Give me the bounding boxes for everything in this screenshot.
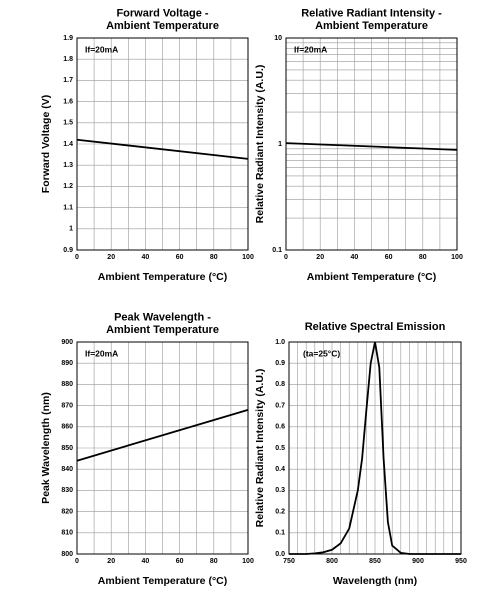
chart-title: Relative Spectral Emission xyxy=(305,321,446,333)
y-axis-label: Forward Voltage (V) xyxy=(40,95,52,193)
plot-frame xyxy=(76,341,249,555)
x-tick-label: 60 xyxy=(176,558,184,565)
x-axis-label: Ambient Temperature (°C) xyxy=(98,575,227,587)
y-tick-label: 1.6 xyxy=(63,98,73,105)
y-tick-label: 0.7 xyxy=(275,402,285,409)
y-tick-label: 1 xyxy=(69,226,73,233)
y-tick-label: 0.9 xyxy=(63,247,73,254)
y-tick-label: 810 xyxy=(61,530,73,537)
x-tick-label: 0 xyxy=(75,254,79,261)
y-tick-label: 1.2 xyxy=(63,183,73,190)
x-tick-label: 100 xyxy=(242,254,254,261)
y-tick-label: 0.6 xyxy=(275,424,285,431)
y-tick-label: 1 xyxy=(278,141,282,148)
y-tick-label: 0.9 xyxy=(275,360,285,367)
chart-title: Relative Radiant Intensity - xyxy=(301,7,442,19)
y-tick-label: 1.5 xyxy=(63,120,73,127)
y-tick-label: 820 xyxy=(61,508,73,515)
x-tick-label: 60 xyxy=(385,254,393,261)
x-axis-label: Ambient Temperature (°C) xyxy=(98,271,227,283)
x-tick-label: 800 xyxy=(326,558,338,565)
x-tick-label: 80 xyxy=(210,558,218,565)
data-line xyxy=(289,341,461,555)
y-tick-label: 1.4 xyxy=(63,141,73,148)
plot-frame xyxy=(76,37,249,251)
y-tick-label: 840 xyxy=(61,466,73,473)
chart-title: Peak Wavelength - xyxy=(114,311,211,323)
x-axis-label: Wavelength (nm) xyxy=(333,575,417,587)
x-tick-label: 900 xyxy=(412,558,424,565)
data-line xyxy=(76,408,249,462)
y-axis-label: Relative Radiant Intensity (A.U.) xyxy=(254,65,266,224)
x-tick-label: 40 xyxy=(351,254,359,261)
chart-title: Ambient Temperature xyxy=(315,20,428,32)
y-tick-label: 10 xyxy=(274,35,282,42)
x-tick-label: 0 xyxy=(284,254,288,261)
x-tick-label: 60 xyxy=(176,254,184,261)
y-tick-label: 0.2 xyxy=(275,508,285,515)
x-tick-label: 20 xyxy=(107,254,115,261)
x-axis-label: Ambient Temperature (°C) xyxy=(307,271,436,283)
annotation: If=20mA xyxy=(85,348,118,358)
y-tick-label: 0.5 xyxy=(275,445,285,452)
chart-title: Ambient Temperature xyxy=(106,20,219,32)
y-tick-label: 830 xyxy=(61,487,73,494)
x-tick-label: 20 xyxy=(316,254,324,261)
y-tick-label: 0.8 xyxy=(275,381,285,388)
annotation: (ta=25°C) xyxy=(303,348,340,358)
y-tick-label: 1.0 xyxy=(275,339,285,346)
y-tick-label: 1.8 xyxy=(63,56,73,63)
y-tick-label: 1.9 xyxy=(63,35,73,42)
y-tick-label: 0.1 xyxy=(272,247,282,254)
y-tick-label: 0.4 xyxy=(275,466,285,473)
y-tick-label: 900 xyxy=(61,339,73,346)
y-tick-label: 1.7 xyxy=(63,77,73,84)
y-tick-label: 1.1 xyxy=(63,204,73,211)
data-line xyxy=(285,142,458,151)
x-tick-label: 40 xyxy=(142,254,150,261)
x-tick-label: 850 xyxy=(369,558,381,565)
y-tick-label: 800 xyxy=(61,551,73,558)
y-tick-label: 880 xyxy=(61,381,73,388)
x-tick-label: 40 xyxy=(142,558,150,565)
y-tick-label: 1.3 xyxy=(63,162,73,169)
x-tick-label: 100 xyxy=(451,254,463,261)
annotation: If=20mA xyxy=(85,44,118,54)
y-tick-label: 850 xyxy=(61,445,73,452)
x-tick-label: 20 xyxy=(107,558,115,565)
y-tick-label: 870 xyxy=(61,402,73,409)
y-tick-label: 890 xyxy=(61,360,73,367)
x-tick-label: 0 xyxy=(75,558,79,565)
data-line xyxy=(76,138,249,160)
y-axis-label: Relative Radiant Intensity (A.U.) xyxy=(254,369,266,528)
x-tick-label: 100 xyxy=(242,558,254,565)
x-tick-label: 950 xyxy=(455,558,467,565)
y-tick-label: 0.0 xyxy=(275,551,285,558)
x-tick-label: 750 xyxy=(283,558,295,565)
chart-title: Ambient Temperature xyxy=(106,324,219,336)
x-tick-label: 80 xyxy=(210,254,218,261)
y-tick-label: 0.1 xyxy=(275,530,285,537)
chart-title: Forward Voltage - xyxy=(116,7,208,19)
y-tick-label: 860 xyxy=(61,424,73,431)
annotation: If=20mA xyxy=(294,44,327,54)
x-tick-label: 80 xyxy=(419,254,427,261)
plot-frame xyxy=(285,37,458,251)
y-axis-label: Peak Wavelength (nm) xyxy=(40,392,52,504)
y-tick-label: 0.3 xyxy=(275,487,285,494)
